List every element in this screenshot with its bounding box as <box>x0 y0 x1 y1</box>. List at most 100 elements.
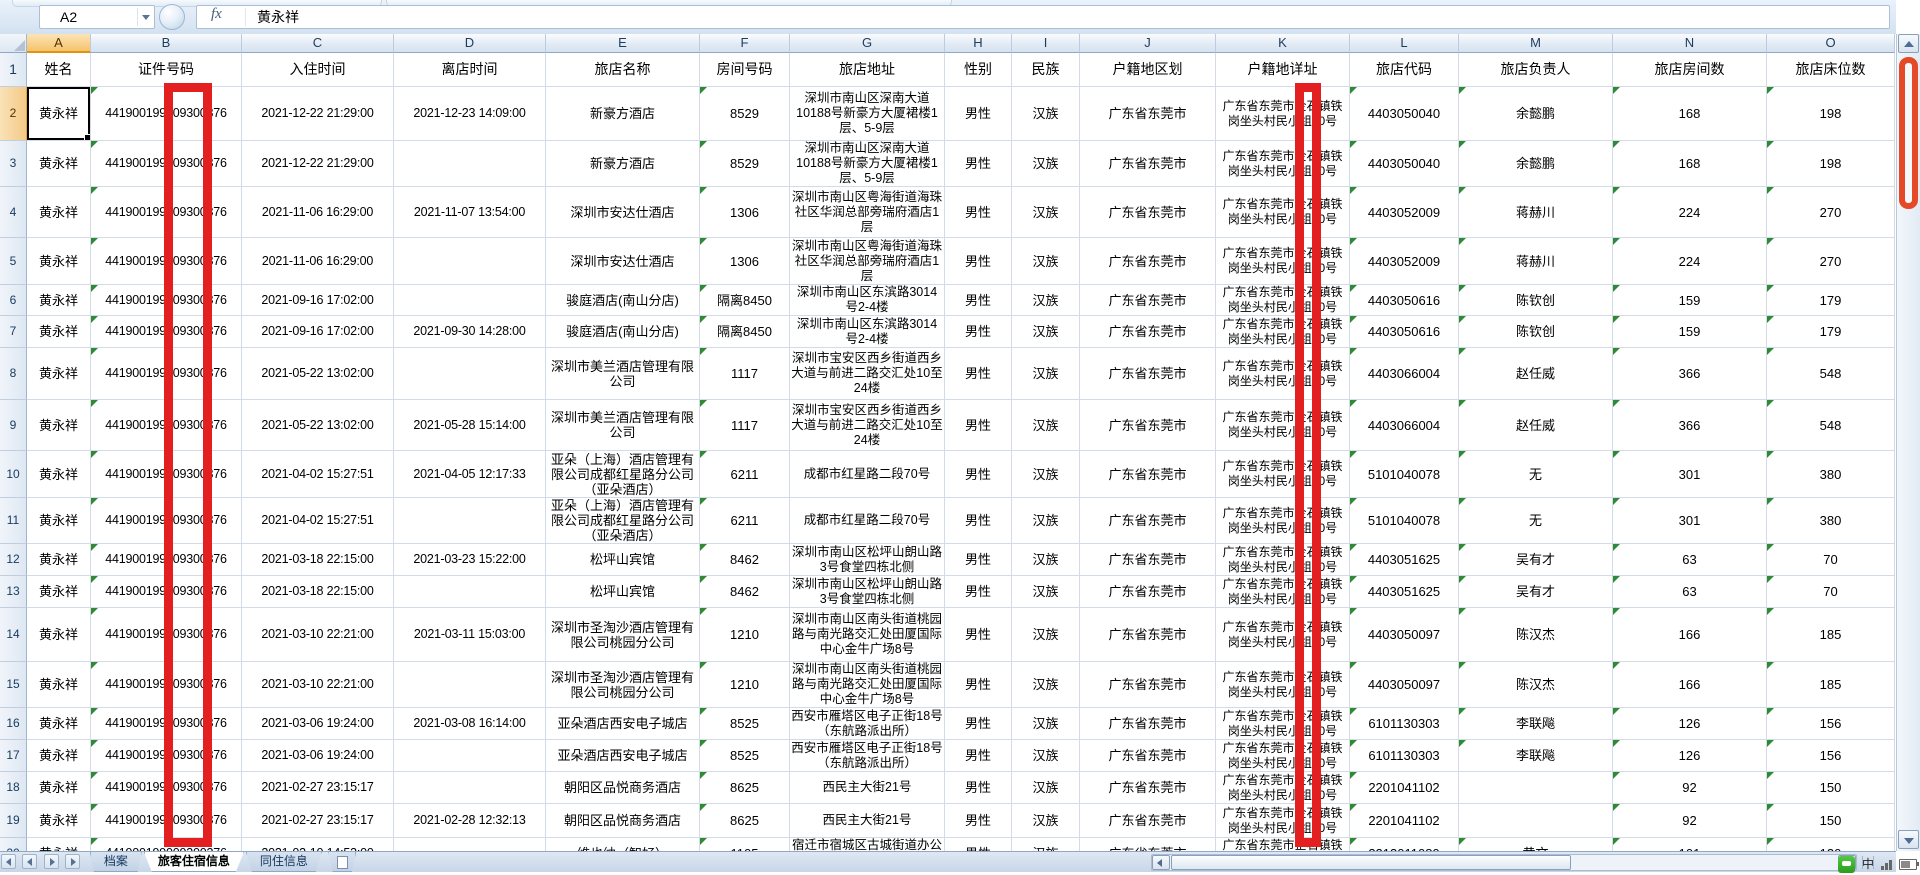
cell-N14[interactable]: 166 <box>1613 608 1767 662</box>
cell-C19[interactable]: 2021-02-27 23:15:17 <box>242 804 394 838</box>
cell-J2[interactable]: 广东省东莞市 <box>1080 87 1216 141</box>
cell-I20[interactable]: 汉族 <box>1012 838 1080 851</box>
cell-L12[interactable]: 4403051625 <box>1350 544 1459 576</box>
cell-L6[interactable]: 4403050616 <box>1350 285 1459 316</box>
cell-E19[interactable]: 朝阳区品悦商务酒店 <box>546 804 700 838</box>
cell-E16[interactable]: 亚朵酒店西安电子城店 <box>546 708 700 740</box>
cell-J15[interactable]: 广东省东莞市 <box>1080 662 1216 708</box>
cell-N2[interactable]: 168 <box>1613 87 1767 141</box>
field-header-cell[interactable]: 旅店房间数 <box>1613 53 1767 87</box>
cell-J10[interactable]: 广东省东莞市 <box>1080 451 1216 498</box>
vertical-scrollbar[interactable] <box>1896 34 1920 851</box>
cell-E6[interactable]: 骏庭酒店(南山分店) <box>546 285 700 316</box>
cell-A4[interactable]: 黄永祥 <box>27 187 91 238</box>
green-messenger-icon[interactable] <box>1838 855 1855 873</box>
cell-A12[interactable]: 黄永祥 <box>27 544 91 576</box>
row-header-17[interactable]: 17 <box>0 740 27 772</box>
cell-M4[interactable]: 蒋赫川 <box>1459 187 1613 238</box>
cell-C3[interactable]: 2021-12-22 21:29:00 <box>242 141 394 187</box>
cell-J5[interactable]: 广东省东莞市 <box>1080 238 1216 285</box>
cell-F5[interactable]: 1306 <box>700 238 790 285</box>
cell-A16[interactable]: 黄永祥 <box>27 708 91 740</box>
cell-M17[interactable]: 李联飚 <box>1459 740 1613 772</box>
cell-N5[interactable]: 224 <box>1613 238 1767 285</box>
formula-bar-value[interactable]: 黄永祥 <box>257 9 299 25</box>
cell-H13[interactable]: 男性 <box>945 576 1012 608</box>
cell-K12[interactable]: 广东省东莞市企石镇铁岗坐头村民小组10号 <box>1216 544 1350 576</box>
column-header-M[interactable]: M <box>1459 34 1613 53</box>
cell-O9[interactable]: 548 <box>1767 400 1895 451</box>
cell-A6[interactable]: 黄永祥 <box>27 285 91 316</box>
cell-G8[interactable]: 深圳市宝安区西乡街道西乡大道与前进二路交汇处10至24楼 <box>790 348 945 400</box>
cell-J9[interactable]: 广东省东莞市 <box>1080 400 1216 451</box>
row-header-18[interactable]: 18 <box>0 772 27 804</box>
previous-sheet-button[interactable] <box>22 854 38 869</box>
cell-N9[interactable]: 366 <box>1613 400 1767 451</box>
cell-A14[interactable]: 黄永祥 <box>27 608 91 662</box>
cell-K9[interactable]: 广东省东莞市企石镇铁岗坐头村民小组10号 <box>1216 400 1350 451</box>
field-header-cell[interactable]: 姓名 <box>27 53 91 87</box>
cell-H5[interactable]: 男性 <box>945 238 1012 285</box>
cell-J18[interactable]: 广东省东莞市 <box>1080 772 1216 804</box>
cell-C16[interactable]: 2021-03-06 19:24:00 <box>242 708 394 740</box>
cell-I12[interactable]: 汉族 <box>1012 544 1080 576</box>
cell-O4[interactable]: 270 <box>1767 187 1895 238</box>
cell-G7[interactable]: 深圳市南山区东滨路3014号2-4楼 <box>790 316 945 348</box>
row-header-6[interactable]: 6 <box>0 285 27 316</box>
cell-M11[interactable]: 无 <box>1459 498 1613 544</box>
cell-G15[interactable]: 深圳市南山区南头街道桃园路与南光路交汇处田厦国际中心金牛广场8号 <box>790 662 945 708</box>
cell-J17[interactable]: 广东省东莞市 <box>1080 740 1216 772</box>
cell-N18[interactable]: 92 <box>1613 772 1767 804</box>
cell-I14[interactable]: 汉族 <box>1012 608 1080 662</box>
cell-F17[interactable]: 8525 <box>700 740 790 772</box>
cell-A18[interactable]: 黄永祥 <box>27 772 91 804</box>
row-header-7[interactable]: 7 <box>0 316 27 348</box>
cell-D11[interactable] <box>394 498 546 544</box>
cell-M19[interactable] <box>1459 804 1613 838</box>
cell-L15[interactable]: 4403050097 <box>1350 662 1459 708</box>
cell-G4[interactable]: 深圳市南山区粤海街道海珠社区华润总部旁瑞府酒店1层 <box>790 187 945 238</box>
cell-I2[interactable]: 汉族 <box>1012 87 1080 141</box>
cell-J12[interactable]: 广东省东莞市 <box>1080 544 1216 576</box>
cell-K10[interactable]: 广东省东莞市企石镇铁岗坐头村民小组10号 <box>1216 451 1350 498</box>
field-header-cell[interactable]: 入住时间 <box>242 53 394 87</box>
cell-F12[interactable]: 8462 <box>700 544 790 576</box>
cell-D5[interactable] <box>394 238 546 285</box>
cell-O19[interactable]: 150 <box>1767 804 1895 838</box>
cell-L16[interactable]: 6101130303 <box>1350 708 1459 740</box>
cell-C8[interactable]: 2021-05-22 13:02:00 <box>242 348 394 400</box>
cell-N20[interactable]: 101 <box>1613 838 1767 851</box>
row-header-13[interactable]: 13 <box>0 576 27 608</box>
cell-F19[interactable]: 8625 <box>700 804 790 838</box>
cell-N16[interactable]: 126 <box>1613 708 1767 740</box>
cell-M16[interactable]: 李联飚 <box>1459 708 1613 740</box>
row-header-14[interactable]: 14 <box>0 608 27 662</box>
field-header-cell[interactable]: 房间号码 <box>700 53 790 87</box>
cell-H11[interactable]: 男性 <box>945 498 1012 544</box>
cell-O5[interactable]: 270 <box>1767 238 1895 285</box>
cell-H4[interactable]: 男性 <box>945 187 1012 238</box>
cell-F3[interactable]: 8529 <box>700 141 790 187</box>
cell-N11[interactable]: 301 <box>1613 498 1767 544</box>
cell-I8[interactable]: 汉族 <box>1012 348 1080 400</box>
cell-C11[interactable]: 2021-04-02 15:27:51 <box>242 498 394 544</box>
cell-G12[interactable]: 深圳市南山区松坪山朗山路3号食堂四栋北侧 <box>790 544 945 576</box>
cell-O11[interactable]: 380 <box>1767 498 1895 544</box>
cell-G11[interactable]: 成都市红星路二段70号 <box>790 498 945 544</box>
column-header-C[interactable]: C <box>242 34 394 53</box>
cell-L18[interactable]: 2201041102 <box>1350 772 1459 804</box>
cell-O3[interactable]: 198 <box>1767 141 1895 187</box>
cell-F15[interactable]: 1210 <box>700 662 790 708</box>
column-header-J[interactable]: J <box>1080 34 1216 53</box>
cell-F6[interactable]: 隔离8450 <box>700 285 790 316</box>
cell-G10[interactable]: 成都市红星路二段70号 <box>790 451 945 498</box>
cell-H9[interactable]: 男性 <box>945 400 1012 451</box>
cell-K17[interactable]: 广东省东莞市企石镇铁岗坐头村民小组10号 <box>1216 740 1350 772</box>
cell-E15[interactable]: 深圳市圣淘沙酒店管理有限公司桃园分公司 <box>546 662 700 708</box>
cell-I19[interactable]: 汉族 <box>1012 804 1080 838</box>
cell-F13[interactable]: 8462 <box>700 576 790 608</box>
cell-K3[interactable]: 广东省东莞市企石镇铁岗坐头村民小组10号 <box>1216 141 1350 187</box>
cell-I15[interactable]: 汉族 <box>1012 662 1080 708</box>
cell-E3[interactable]: 新豪方酒店 <box>546 141 700 187</box>
field-header-cell[interactable]: 旅店地址 <box>790 53 945 87</box>
